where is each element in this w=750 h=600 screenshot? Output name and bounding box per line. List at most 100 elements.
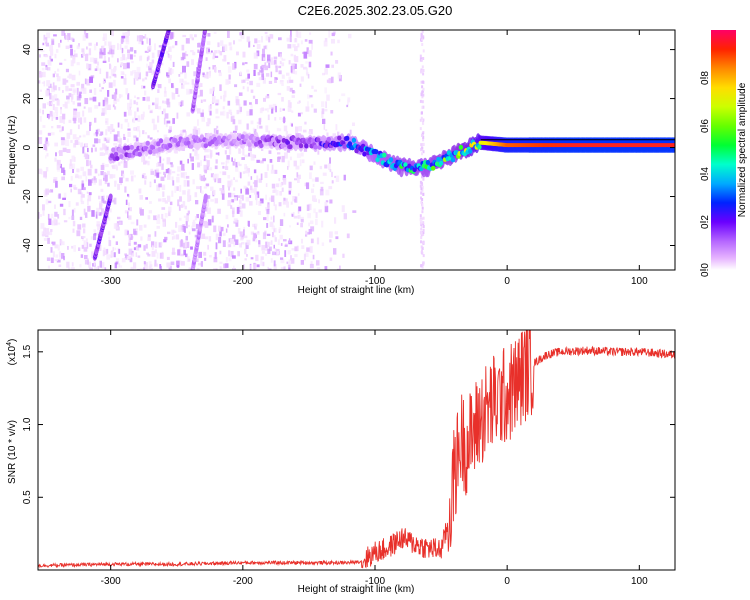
- noise-cell: [180, 261, 185, 266]
- ridge-cell: [316, 137, 321, 143]
- streak-point: [204, 22, 208, 28]
- noise-cell: [171, 236, 174, 240]
- noise-cell: [127, 194, 130, 198]
- noise-cell: [140, 114, 145, 120]
- noise-cell: [43, 34, 46, 41]
- noise-cell: [113, 95, 117, 101]
- noise-cell: [133, 228, 137, 235]
- noise-cell: [206, 41, 211, 45]
- noise-cell: [80, 254, 84, 258]
- noise-cell: [152, 70, 155, 75]
- noise-cell: [268, 80, 273, 84]
- noise-cell: [281, 62, 285, 67]
- noise-cell: [289, 79, 294, 83]
- x-tick-label: -300: [101, 276, 121, 287]
- noise-cell: [262, 261, 265, 267]
- noise-cell: [305, 61, 308, 64]
- noise-cell: [93, 262, 96, 266]
- noise-cell: [154, 231, 157, 237]
- noise-cell: [188, 267, 193, 270]
- noise-cell: [258, 118, 262, 125]
- noise-cell: [140, 268, 143, 270]
- noise-cell: [331, 180, 334, 184]
- noise-cell: [214, 67, 217, 72]
- noise-cell: [94, 232, 97, 236]
- noise-cell: [73, 187, 78, 190]
- noise-cell: [172, 118, 175, 124]
- noise-cell: [289, 102, 292, 108]
- noise-cell: [218, 70, 221, 73]
- noise-cell: [85, 212, 88, 218]
- noise-cell: [262, 232, 267, 240]
- noise-cell: [286, 201, 289, 208]
- noise-cell: [215, 159, 218, 164]
- noise-cell: [50, 229, 53, 232]
- noise-cell: [420, 183, 423, 187]
- noise-cell: [72, 115, 77, 118]
- noise-cell: [109, 208, 112, 213]
- noise-cell: [73, 143, 77, 148]
- noise-cell: [120, 38, 124, 44]
- noise-cell: [118, 248, 121, 254]
- noise-cell: [55, 152, 57, 157]
- noise-cell: [183, 80, 187, 85]
- noise-cell: [112, 73, 116, 77]
- noise-cell: [188, 231, 191, 235]
- noise-cell: [142, 173, 146, 176]
- noise-cell: [250, 89, 254, 93]
- noise-cell: [258, 77, 263, 81]
- noise-cell: [100, 164, 105, 171]
- noise-cell: [82, 110, 85, 117]
- noise-cell: [175, 88, 179, 94]
- noise-cell: [209, 255, 212, 258]
- noise-cell: [168, 67, 170, 70]
- noise-cell: [419, 180, 422, 184]
- noise-cell: [138, 130, 141, 138]
- noise-cell: [268, 197, 273, 201]
- noise-cell: [97, 173, 100, 177]
- noise-cell: [98, 212, 102, 216]
- noise-cell: [304, 39, 308, 42]
- noise-cell: [151, 250, 156, 257]
- ridge-cell: [354, 148, 359, 154]
- noise-cell: [168, 69, 172, 76]
- noise-cell: [276, 183, 279, 188]
- noise-cell: [156, 154, 159, 158]
- noise-cell: [96, 66, 99, 71]
- noise-cell: [94, 147, 97, 152]
- noise-cell: [48, 190, 51, 193]
- noise-cell: [283, 125, 288, 132]
- noise-cell: [77, 117, 81, 123]
- noise-cell: [99, 83, 101, 87]
- ridge-cell: [468, 148, 473, 154]
- noise-cell: [215, 130, 219, 135]
- noise-cell: [66, 149, 71, 153]
- noise-cell: [253, 44, 255, 47]
- noise-cell: [82, 146, 85, 154]
- noise-cell: [230, 115, 235, 122]
- noise-cell: [103, 200, 107, 204]
- noise-cell: [420, 191, 423, 195]
- noise-cell: [246, 110, 251, 116]
- noise-cell: [253, 128, 257, 135]
- noise-cell: [107, 51, 111, 55]
- noise-cell: [40, 49, 45, 53]
- noise-cell: [348, 33, 352, 39]
- colorbar-tick-label: 0.4: [700, 167, 711, 181]
- noise-cell: [215, 152, 219, 155]
- noise-cell: [260, 259, 263, 266]
- noise-cell: [154, 124, 157, 130]
- noise-cell: [307, 74, 310, 79]
- colorbar-tick-label: 0.6: [700, 119, 711, 133]
- noise-cell: [266, 208, 270, 215]
- noise-cell: [334, 175, 336, 178]
- noise-cell: [72, 163, 76, 170]
- noise-cell: [237, 251, 240, 257]
- noise-cell: [256, 264, 260, 268]
- noise-cell: [200, 175, 204, 182]
- noise-cell: [162, 198, 166, 203]
- noise-cell: [128, 248, 133, 255]
- noise-cell: [269, 159, 273, 163]
- noise-cell: [230, 179, 233, 186]
- noise-cell: [180, 225, 184, 231]
